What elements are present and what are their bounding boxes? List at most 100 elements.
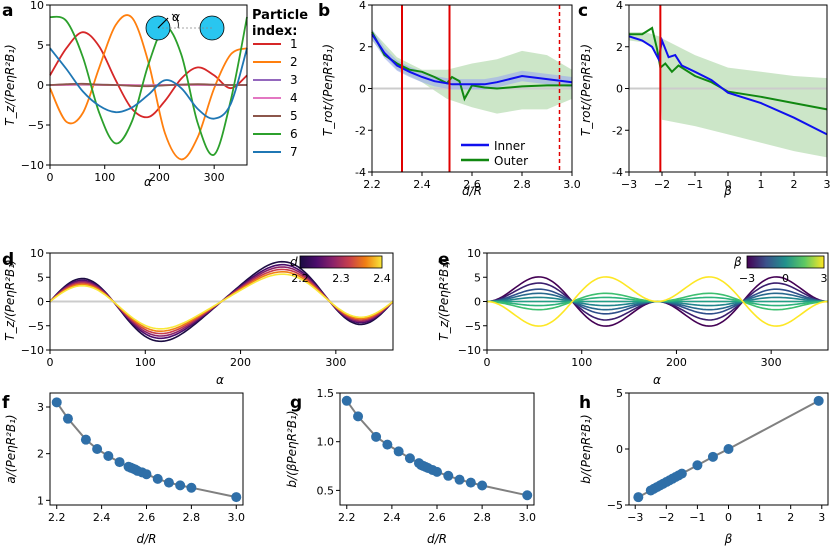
f-connector-line [55,401,237,499]
h-xtick-label: 1 [756,511,763,524]
g-xlabel: d/R [427,532,447,546]
b-ytick-label: -4 [355,166,366,179]
b-series-outer [371,31,572,102]
a-xlabel: α [144,175,152,189]
g-xtick-label: 3.0 [518,511,536,524]
d-xtick-label: 200 [230,356,251,369]
e-xtick-label: 0 [484,356,491,369]
h-ytick-label: −5 [607,499,623,512]
e-xtick-label: 200 [666,356,687,369]
c-uncertainty-band [629,32,827,158]
g-point [393,446,404,457]
panel-label-a: a [2,1,13,21]
b-xtick-label: 2.2 [363,178,381,191]
e-colorbar-tick: 3 [821,272,828,285]
g-axes-frame [339,392,535,506]
c-ytick-label: 2 [616,41,623,54]
a-ytick-label: 5 [37,39,44,52]
d-xtick-label: 100 [135,356,156,369]
a-xtick-label: 0 [47,171,54,184]
h-ytick-label: 0 [616,443,623,456]
h-xtick-label: −3 [627,511,643,524]
e-colorbar [746,255,825,269]
e-series-beta-3 [486,276,829,327]
e-ytick-label: 0 [474,296,481,309]
f-point [152,473,163,484]
c-series-outer [629,26,828,111]
c-xtick-label: 3 [824,178,830,191]
f-point [51,397,62,408]
a-xtick-label: 100 [94,171,115,184]
a-ytick-label: −5 [28,119,44,132]
h-point [676,468,687,479]
g-point [454,474,465,485]
g-point [477,480,488,491]
h-ytick-label: 5 [616,387,623,400]
c-ytick-label: -2 [612,124,623,137]
a-ylabel: T_z/(PeηR²B₁) [3,44,17,125]
inset-arrow [157,17,169,29]
panel-label-d: d [2,250,14,270]
e-colorbar-tick: 0 [782,272,789,285]
e-colorbar-tick: −3 [739,272,755,285]
g-point [522,490,533,501]
h-xtick-label: 2 [787,511,794,524]
panel-label-g: g [290,393,302,413]
c-xtick-label: −2 [654,178,670,191]
f-ytick-label: 3 [37,401,44,414]
h-xtick-label: 0 [725,511,732,524]
e-ytick-label: 5 [474,271,481,284]
d-colorbar-tick: 2.4 [373,272,391,285]
g-point [353,411,364,422]
d-ylabel: T_z/(PeηR²B₁) [3,259,17,340]
b-ytick-label: 0 [359,83,366,96]
g-xtick-label: 2.4 [383,511,401,524]
panel-label-b: b [318,1,330,21]
c-xtick-label: −1 [687,178,703,191]
c-xtick-label: 0 [725,178,732,191]
f-xtick-label: 2.8 [183,511,201,524]
h-xlabel: β [724,532,733,546]
f-point [186,482,197,493]
f-xtick-label: 3.0 [228,511,246,524]
c-ytick-label: 0 [616,83,623,96]
h-ylabel: b/(PeηR²B₁) [579,414,593,483]
b-xtick-label: 3.0 [563,178,581,191]
d-colorbar-tick: 2.2 [291,272,309,285]
f-point [62,413,73,424]
e-ytick-label: −5 [465,320,481,333]
c-xtick-label: 1 [758,178,765,191]
d-xtick-label: 300 [325,356,346,369]
b-xtick-label: 2.4 [413,178,431,191]
b-inner-band [372,29,572,90]
g-connector-line [345,400,528,497]
c-ytick-label: 4 [616,0,623,12]
g-point [341,395,352,406]
c-ylabel: T_rot/(PeηR²B₁) [579,44,593,136]
f-point [103,451,114,461]
e-colorbar-symbol: β [733,255,742,269]
d-ytick-label: 10 [30,247,44,260]
g-point [371,431,382,442]
legend-a-label-3: 3 [290,73,298,87]
c-ytick-label: -4 [612,166,623,179]
g-ytick-label: 0.5 [317,484,335,497]
d-colorbar [299,255,383,269]
g-point [382,439,393,450]
h-point [633,492,644,503]
e-xlabel: α [653,373,661,387]
f-axes-frame [49,392,244,506]
d-colorbar-symbol: d [290,255,298,269]
legend-a-label-5: 5 [290,109,298,123]
f-ytick-label: 2 [37,448,44,461]
e-xtick-label: 300 [761,356,782,369]
legend-a-label-2: 2 [290,55,298,69]
h-point [723,444,734,454]
f-xtick-label: 2.6 [138,511,156,524]
g-xtick-label: 2.8 [473,511,491,524]
b-xlabel: d/R [462,184,482,198]
h-point [813,395,824,406]
g-ylabel: b/(βPeηR²B₁) [285,410,299,487]
b-ytick-label: -2 [355,124,366,137]
